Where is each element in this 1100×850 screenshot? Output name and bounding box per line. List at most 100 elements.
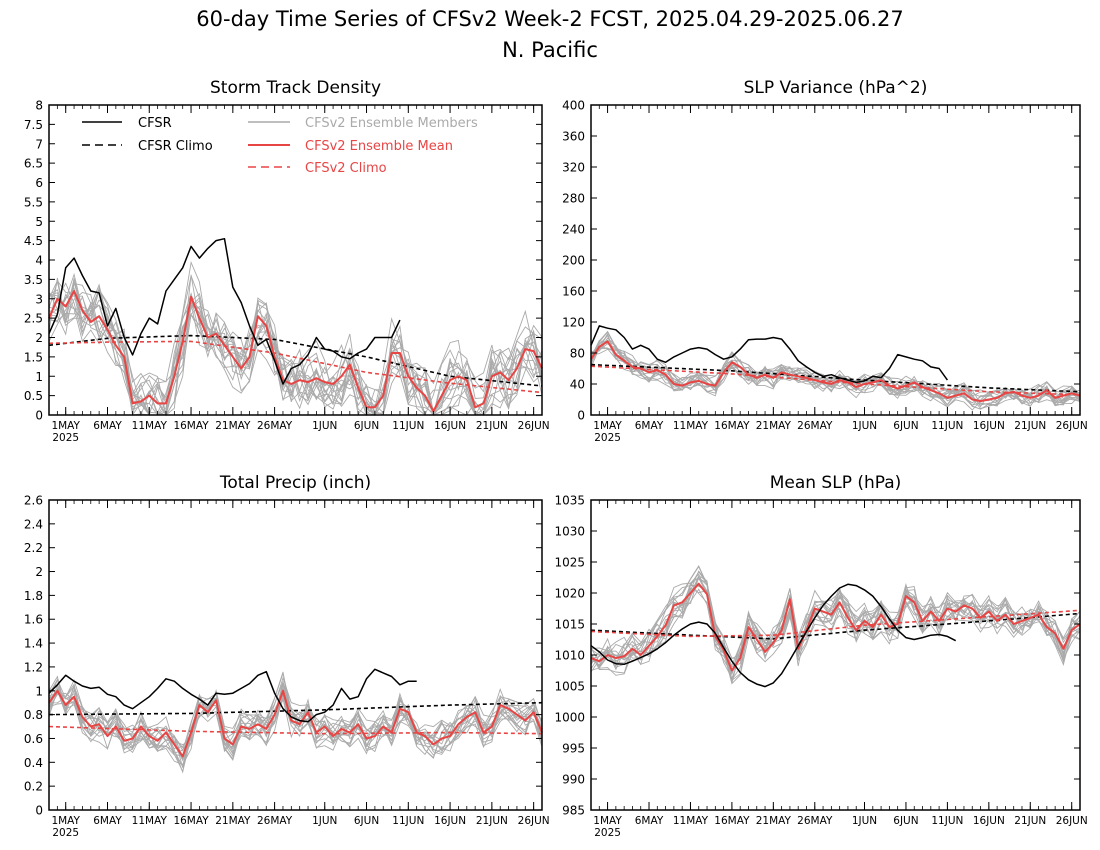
x-tick-label: 26MAY [797, 815, 833, 827]
y-tick-label: 1035 [554, 494, 585, 508]
y-tick-label: 80 [570, 347, 585, 361]
y-tick-label: 1 [35, 370, 43, 384]
figure-title: 60-day Time Series of CFSv2 Week-2 FCST,… [196, 7, 903, 31]
y-tick-label: 1020 [554, 587, 585, 601]
y-tick-label: 400 [562, 99, 585, 113]
x-tick-label: 1MAY [593, 815, 622, 827]
y-axis: 985 990 995 1000 1005 1010 1015 1020 1025 1030 103… [554, 494, 1080, 818]
panel-storm-track-density: Storm Track Density 0 0.5 1 1.5 2 2.5 3 3.5 4 4.5… [24, 78, 550, 444]
y-tick-label: 1025 [554, 556, 585, 570]
x-tick-label: 26JUN [1056, 420, 1088, 432]
y-tick-label: 0.8 [24, 708, 43, 722]
y-tick-label: 2.6 [24, 494, 43, 508]
x-tick-label: 21MAY [215, 420, 251, 432]
ensemble-member-line [48, 676, 543, 759]
y-tick-label: 120 [562, 316, 585, 330]
y-tick-label: 280 [562, 192, 585, 206]
panel-total-precip: Total Precip (inch) 0 0.2 0.4 0.6 0.8 1 1.2 1.4… [24, 473, 550, 839]
x-tick-label: 16JUN [434, 420, 466, 432]
x-tick-sublabel: 2025 [52, 432, 79, 444]
ensemble-member-line [48, 689, 543, 773]
x-tick-label: 1MAY [51, 420, 80, 432]
x-tick-label: 26JUN [518, 420, 550, 432]
ensemble-member-line [48, 288, 543, 417]
x-tick-label: 1JUN [852, 420, 877, 432]
y-tick-label: 6.5 [24, 157, 43, 171]
x-tick-label: 21MAY [215, 815, 251, 827]
ensemble-member-line [590, 577, 1081, 685]
legend-label-cfsr-climo: CFSR Climo [138, 139, 213, 154]
y-tick-label: 2.4 [24, 517, 43, 531]
main-lines-layer [590, 582, 1081, 688]
y-axis: 0 0.2 0.4 0.6 0.8 1 1.2 1.4 1.6 1.8 2 2.2 2.4 2.6 [24, 494, 542, 818]
x-tick-label: 16JUN [973, 420, 1005, 432]
legend-label-members: CFSv2 Ensemble Members [305, 116, 478, 131]
x-tick-label: 16MAY [173, 815, 209, 827]
x-tick-label: 21MAY [756, 420, 792, 432]
x-tick-label: 26MAY [257, 815, 293, 827]
ensemble-member-line [590, 587, 1081, 684]
y-tick-label: 360 [562, 130, 585, 144]
ensemble-mean-line [48, 290, 543, 413]
ensemble-mean-line [48, 689, 543, 758]
x-tick-label: 6JUN [354, 420, 379, 432]
x-tick-label: 11JUN [392, 420, 424, 432]
ensemble-member-line [590, 570, 1081, 676]
y-tick-label: 0.5 [24, 389, 43, 403]
x-tick-label: 11MAY [132, 815, 168, 827]
y-tick-label: 1.6 [24, 613, 43, 627]
x-tick-sublabel: 2025 [52, 827, 79, 839]
y-tick-label: 7.5 [24, 118, 43, 132]
panel-title: Total Precip (inch) [219, 473, 371, 493]
y-tick-label: 0.4 [24, 756, 43, 770]
y-tick-label: 0.2 [24, 780, 43, 794]
ensemble-member-line [48, 299, 543, 416]
x-tick-label: 26MAY [797, 420, 833, 432]
x-tick-label: 1MAY [51, 815, 80, 827]
cfsr-climo-line [49, 701, 543, 716]
y-tick-label: 2 [35, 565, 43, 579]
y-tick-label: 0 [577, 409, 585, 423]
x-tick-label: 21MAY [756, 815, 792, 827]
x-tick-label: 21JUN [1014, 420, 1046, 432]
x-tick-label: 6JUN [893, 420, 918, 432]
x-tick-label: 21JUN [476, 420, 508, 432]
main-lines-layer [48, 237, 543, 413]
y-axis: 0 40 80 120 160 200 240 280 320 360 400 [562, 99, 1080, 423]
y-tick-label: 8 [35, 99, 43, 113]
x-tick-label: 1MAY [593, 420, 622, 432]
x-tick-label: 11JUN [392, 815, 424, 827]
y-tick-label: 40 [570, 378, 585, 392]
y-tick-label: 1.2 [24, 660, 43, 674]
x-tick-label: 21JUN [1014, 815, 1046, 827]
x-tick-label: 6MAY [635, 815, 664, 827]
legend-label-cfsr: CFSR [138, 116, 172, 131]
y-tick-label: 2 [35, 331, 43, 345]
x-tick-label: 11MAY [132, 420, 168, 432]
y-axis: 0 0.5 1 1.5 2 2.5 3 3.5 4 4.5 5 5.5 6 6.5 7 7.5 8 [24, 99, 542, 423]
cfsr-line [48, 668, 417, 723]
plot-frame [48, 499, 543, 811]
legend: CFSR CFSR Climo CFSv2 Ensemble Members C… [82, 116, 478, 176]
y-tick-label: 0 [35, 804, 43, 818]
x-tick-label: 1JUN [852, 815, 877, 827]
x-tick-label: 16JUN [434, 815, 466, 827]
x-tick-label: 16MAY [714, 420, 750, 432]
x-tick-label: 6MAY [635, 420, 664, 432]
climo-layer [48, 701, 543, 735]
y-tick-label: 2.2 [24, 541, 43, 555]
ensemble-member-line [48, 680, 543, 757]
y-tick-label: 6 [35, 176, 43, 190]
y-tick-label: 1000 [554, 711, 585, 725]
y-tick-label: 1.8 [24, 589, 43, 603]
panel-title: Mean SLP (hPa) [770, 473, 902, 493]
y-tick-label: 1010 [554, 649, 585, 663]
y-tick-label: 985 [562, 804, 585, 818]
cfsr-climo-line [590, 363, 1081, 393]
x-tick-label: 11MAY [673, 815, 709, 827]
